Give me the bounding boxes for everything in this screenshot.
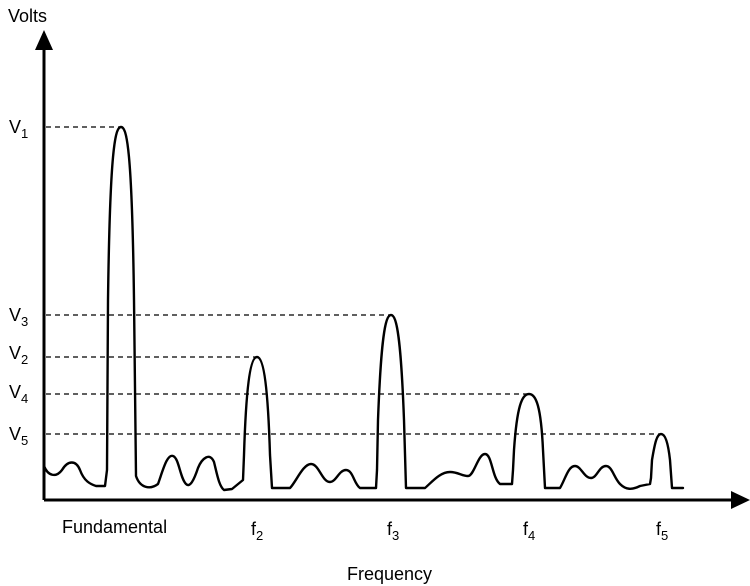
f4-label: f4 (523, 519, 535, 543)
v3-label: V3 (9, 305, 28, 329)
voltage-labels: V1 V3 V2 V4 V5 (9, 117, 28, 448)
axes (42, 45, 738, 502)
v5-label: V5 (9, 424, 28, 448)
y-axis-arrow-icon (35, 30, 53, 50)
v1-label: V1 (9, 117, 28, 141)
spectrum-waveform (42, 125, 685, 492)
v4-label: V4 (9, 382, 28, 406)
f5-label: f5 (656, 519, 668, 543)
v2-label: V2 (9, 343, 28, 367)
dashed-reference-lines (46, 126, 661, 435)
f3-label: f3 (387, 519, 399, 543)
x-axis-label: Frequency (347, 564, 432, 584)
f2-label: f2 (251, 519, 263, 543)
y-axis-label: Volts (8, 6, 47, 26)
fundamental-label: Fundamental (62, 517, 167, 537)
x-axis-arrow-icon (731, 491, 750, 509)
frequency-labels: Fundamental f2 f3 f4 f5 (62, 517, 668, 543)
